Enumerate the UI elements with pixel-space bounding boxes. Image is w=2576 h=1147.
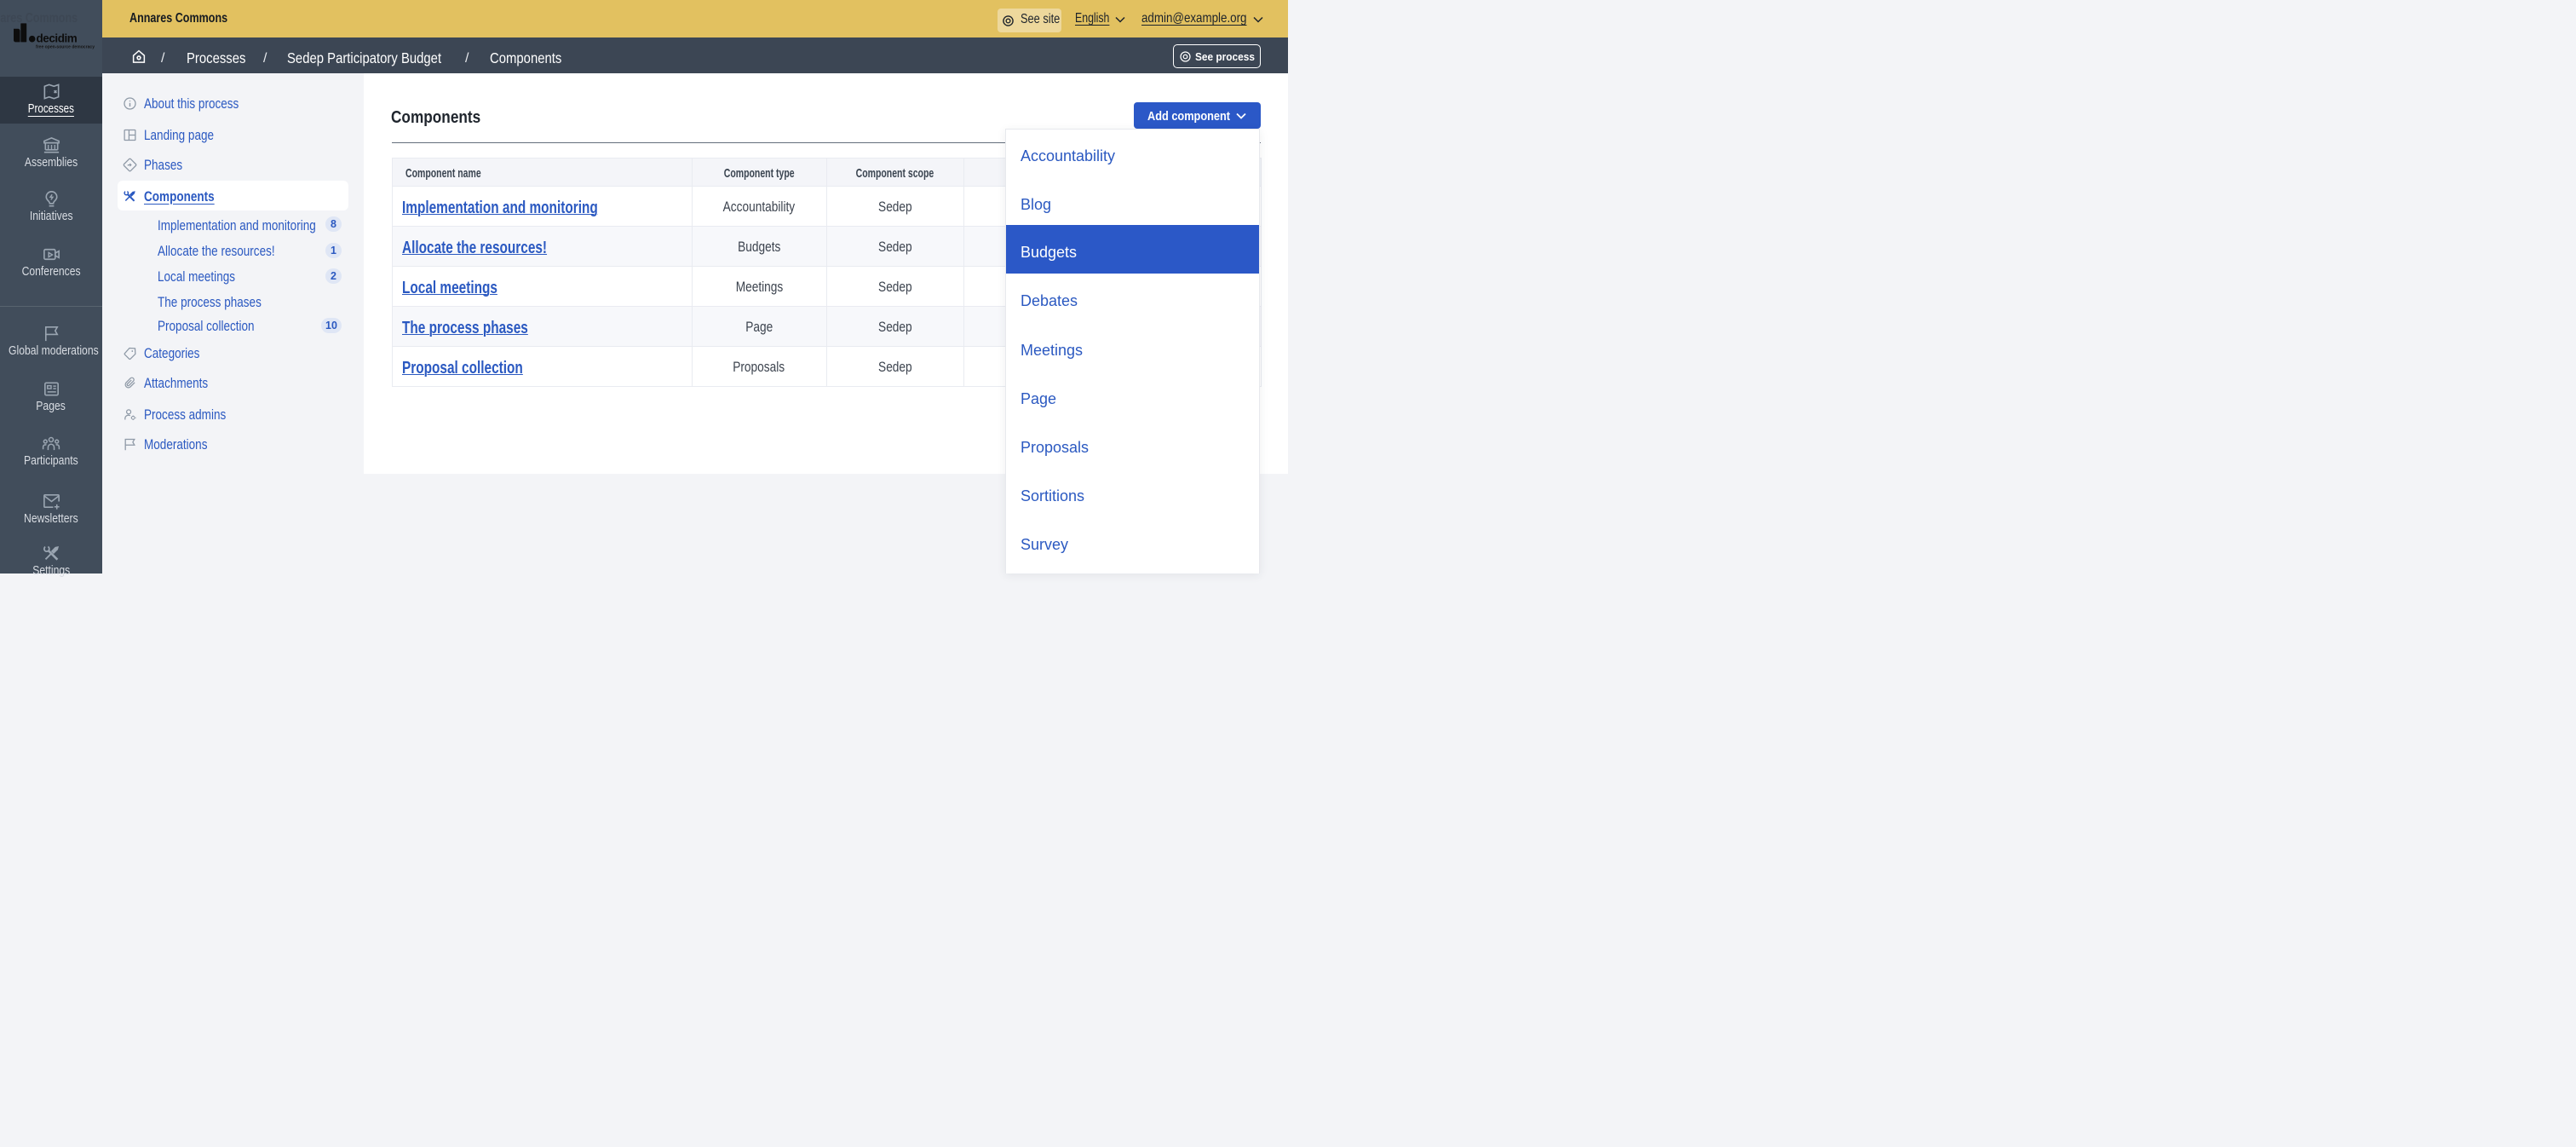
svg-text:decidim: decidim <box>37 32 78 44</box>
svg-text:free open-source democracy: free open-source democracy <box>36 44 95 49</box>
